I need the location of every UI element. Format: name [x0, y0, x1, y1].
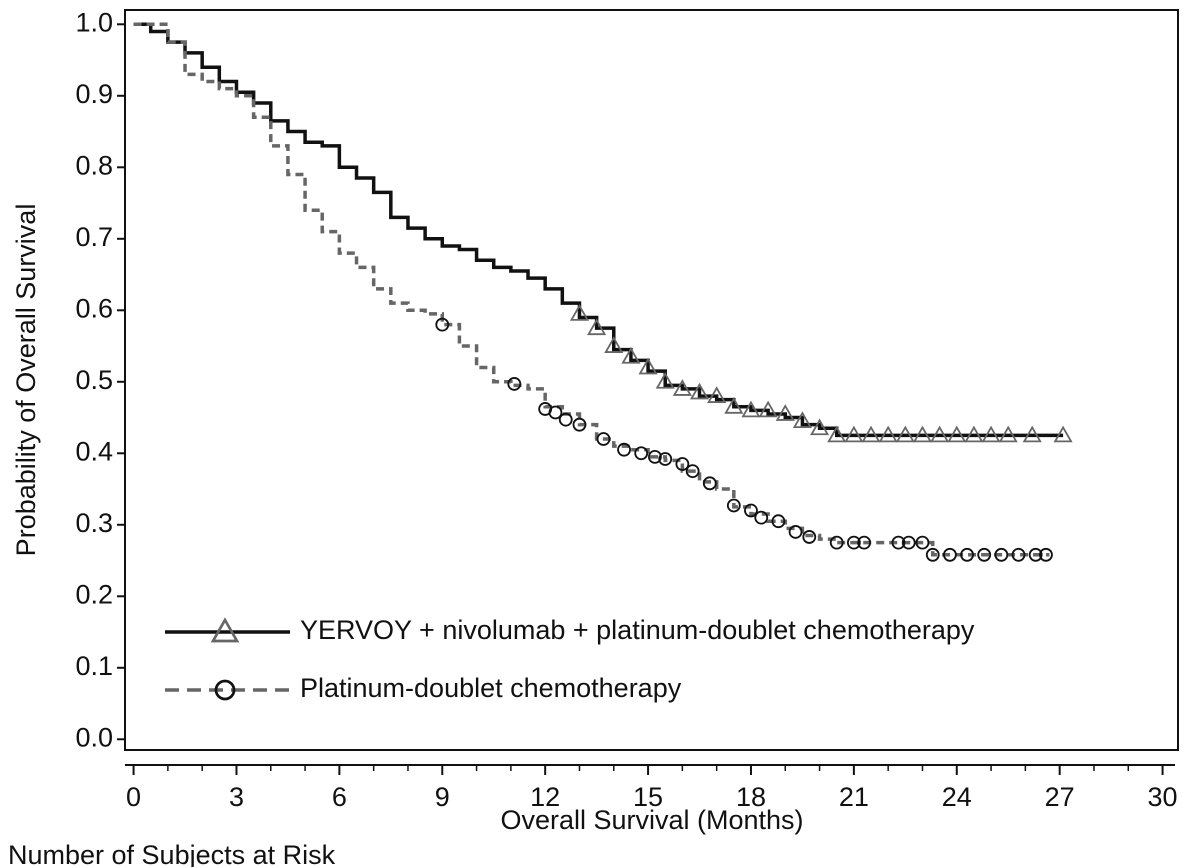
censor-marker	[1011, 547, 1026, 562]
censor-marker	[1053, 425, 1073, 443]
censor-marker	[596, 432, 611, 446]
x-axis-label: Overall Survival (Months)	[500, 805, 803, 835]
censor-marker	[724, 396, 744, 414]
y-tick-label: 0.5	[75, 365, 113, 395]
censor-marker	[1039, 547, 1053, 562]
censor-marker	[507, 377, 522, 391]
censor-marker	[685, 464, 700, 479]
y-tick-label: 0.8	[75, 150, 113, 180]
censor-marker	[1022, 425, 1042, 443]
censor-marker	[925, 547, 940, 562]
y-tick-label: 0.9	[75, 79, 113, 109]
x-tick-label: 21	[839, 782, 869, 812]
censor-marker	[771, 514, 786, 529]
censor-marker	[891, 535, 906, 550]
y-tick-label: 1.0	[75, 7, 113, 37]
censor-marker	[558, 412, 573, 427]
legend-marker	[210, 617, 240, 643]
censor-marker	[634, 446, 649, 461]
y-tick-label: 0.7	[75, 222, 113, 252]
x-tick-label: 24	[942, 782, 972, 812]
x-tick-label: 0	[126, 782, 141, 812]
censor-marker	[741, 400, 761, 418]
y-tick-label: 0.3	[75, 508, 113, 538]
censor-marker	[707, 386, 727, 403]
legend-marker	[214, 679, 236, 701]
censor-marker	[744, 503, 758, 518]
censor-marker	[895, 425, 915, 443]
censor-marker	[638, 357, 658, 375]
censor-marker	[810, 418, 830, 436]
censor-marker	[878, 425, 898, 443]
censor-marker	[998, 425, 1018, 443]
x-tick-label: 6	[332, 782, 347, 812]
y-tick-label: 0.2	[75, 579, 113, 609]
censor-marker	[829, 535, 844, 550]
survival-curve	[133, 22, 1050, 557]
censor-marker	[915, 535, 930, 550]
censor-marker	[648, 449, 662, 464]
censor-marker	[977, 547, 992, 562]
censor-marker	[994, 547, 1009, 562]
censor-marker	[655, 371, 675, 389]
y-tick-label: 0.6	[75, 293, 113, 323]
censor-marker	[758, 400, 778, 418]
censor-marker	[569, 304, 590, 321]
legend-label: Platinum-doublet chemotherapy	[300, 673, 682, 703]
censor-marker	[792, 411, 812, 429]
censor-marker	[964, 425, 984, 443]
censor-marker	[548, 405, 563, 420]
x-tick-label: 15	[633, 782, 663, 812]
censor-marker	[901, 535, 916, 550]
censor-marker	[621, 346, 641, 364]
censor-marker	[775, 404, 795, 421]
censor-marker	[617, 442, 631, 457]
censor-marker	[726, 498, 741, 513]
plot-frame	[124, 9, 1179, 751]
legend-label: YERVOY + nivolumab + platinum-doublet ch…	[300, 615, 975, 645]
y-tick-label: 0.1	[75, 651, 113, 681]
y-axis-label: Probability of Overall Survival	[11, 204, 41, 557]
censor-marker	[802, 530, 817, 544]
x-tick-label: 9	[435, 782, 450, 812]
survival-curve	[133, 22, 1064, 438]
x-tick-label: 18	[736, 782, 766, 812]
x-tick-label: 27	[1045, 782, 1075, 812]
x-tick-label: 30	[1148, 782, 1178, 812]
censor-marker	[587, 318, 607, 336]
censor-marker	[943, 547, 957, 562]
censor-marker	[675, 457, 690, 471]
censor-marker	[930, 425, 950, 443]
footer: Number of Subjects at Risk	[8, 840, 336, 867]
censor-marker	[947, 425, 967, 443]
censor-marker	[754, 510, 769, 525]
censor-marker	[912, 425, 933, 443]
censor-marker	[658, 452, 673, 466]
censor-marker	[827, 425, 847, 443]
censor-marker	[672, 379, 692, 396]
censor-marker	[857, 535, 872, 550]
censor-marker	[861, 425, 881, 443]
censor-marker	[844, 425, 864, 443]
censor-marker	[604, 336, 624, 353]
censor-marker	[435, 317, 450, 332]
y-tick-label: 0.0	[75, 722, 113, 752]
x-tick-label: 12	[530, 782, 560, 812]
censor-marker	[689, 382, 710, 400]
censor-marker	[572, 417, 587, 432]
censor-marker	[960, 547, 974, 562]
censor-marker	[981, 425, 1001, 443]
censor-marker	[1028, 547, 1043, 562]
x-tick-label: 3	[229, 782, 244, 812]
censor-marker	[788, 525, 803, 539]
y-tick-label: 0.4	[75, 436, 113, 466]
censor-marker	[846, 535, 861, 550]
censor-marker	[702, 476, 717, 491]
